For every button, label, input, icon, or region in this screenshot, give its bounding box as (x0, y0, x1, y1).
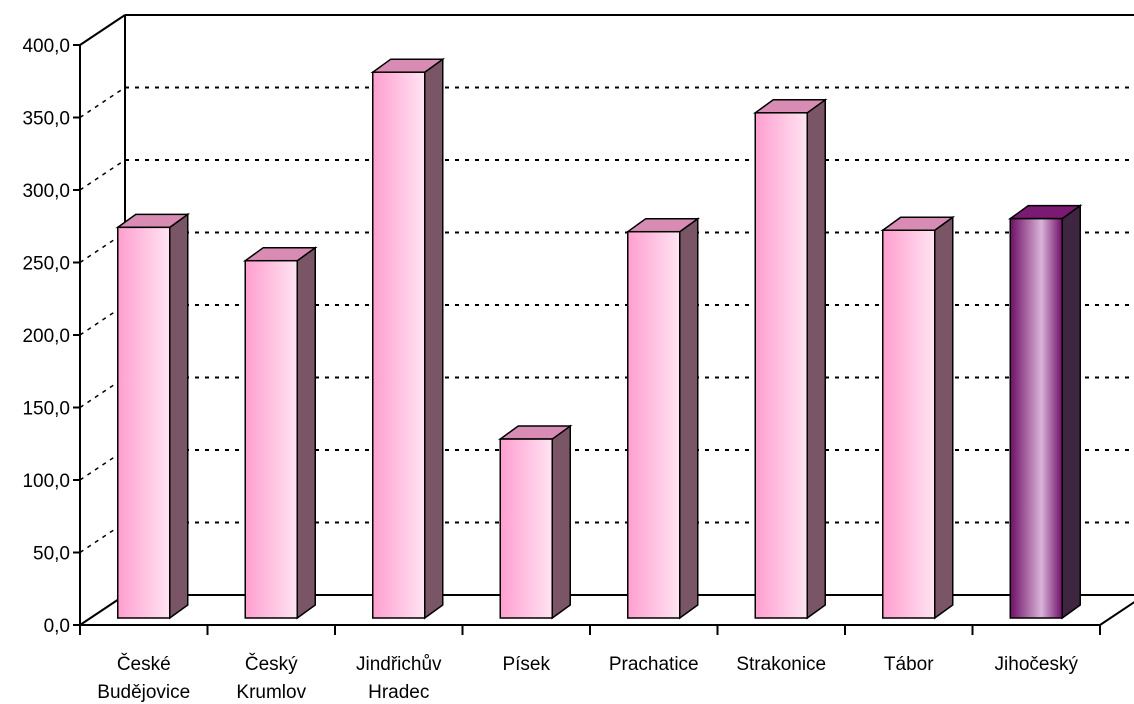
bar (115, 212, 191, 620)
bar-side (296, 246, 316, 620)
bar (497, 424, 573, 620)
bar (880, 215, 956, 620)
bar-front (882, 229, 936, 619)
y-tick-label: 200,0 (22, 326, 70, 347)
bar (752, 98, 828, 620)
bar (625, 217, 701, 620)
bar-front (372, 71, 426, 619)
bar (370, 57, 446, 620)
bar-front (117, 226, 171, 619)
y-tick-label: 300,0 (22, 181, 70, 202)
bar-front (244, 259, 298, 619)
x-axis-category-labels: České Budějovice Český Krumlov Jindřichův Hra… (97, 653, 1078, 703)
bar-front (499, 438, 553, 619)
bar-side (424, 57, 444, 620)
bar-front (627, 230, 681, 619)
wall-gridline (79, 86, 126, 119)
x-category-label: Strakonice (736, 654, 826, 675)
bar-side (1061, 204, 1081, 620)
axis-line (1099, 601, 1134, 626)
bar-front (754, 112, 808, 619)
bar-side (169, 212, 189, 620)
y-tick-label: 100,0 (22, 471, 70, 492)
axes (73, 14, 1134, 635)
axis-line (79, 14, 126, 46)
y-tick-label: 400,0 (22, 36, 70, 57)
bar-side (806, 98, 826, 620)
bars (115, 57, 1083, 620)
y-axis-tick-labels: 0,0 50,0 100,0 150,0 200,0 250,0 300,0 350,0 400… (22, 36, 70, 637)
y-tick-label: 250,0 (22, 254, 70, 275)
bar-front (1009, 217, 1063, 619)
bar (1007, 204, 1083, 620)
x-category-label: Český Krumlov (236, 653, 306, 703)
y-tick-label: 150,0 (22, 399, 70, 420)
y-tick-label: 50,0 (33, 544, 70, 565)
grid-lines (79, 14, 1134, 554)
x-category-label: Jindřichův Hradec (356, 654, 442, 703)
wall-gridline (79, 159, 126, 191)
x-category-label: České Budějovice (97, 653, 190, 703)
x-category-label: Prachatice (609, 654, 699, 675)
y-tick-label: 350,0 (22, 109, 70, 130)
bar (242, 246, 318, 620)
bar-side (934, 215, 954, 620)
y-tick-label: 0,0 (44, 616, 70, 637)
x-category-label: Jihočeský (995, 654, 1079, 675)
bar-side (679, 217, 699, 620)
x-category-label: Tábor (884, 654, 934, 675)
x-category-label: Písek (502, 654, 550, 675)
bar-side (551, 424, 571, 620)
